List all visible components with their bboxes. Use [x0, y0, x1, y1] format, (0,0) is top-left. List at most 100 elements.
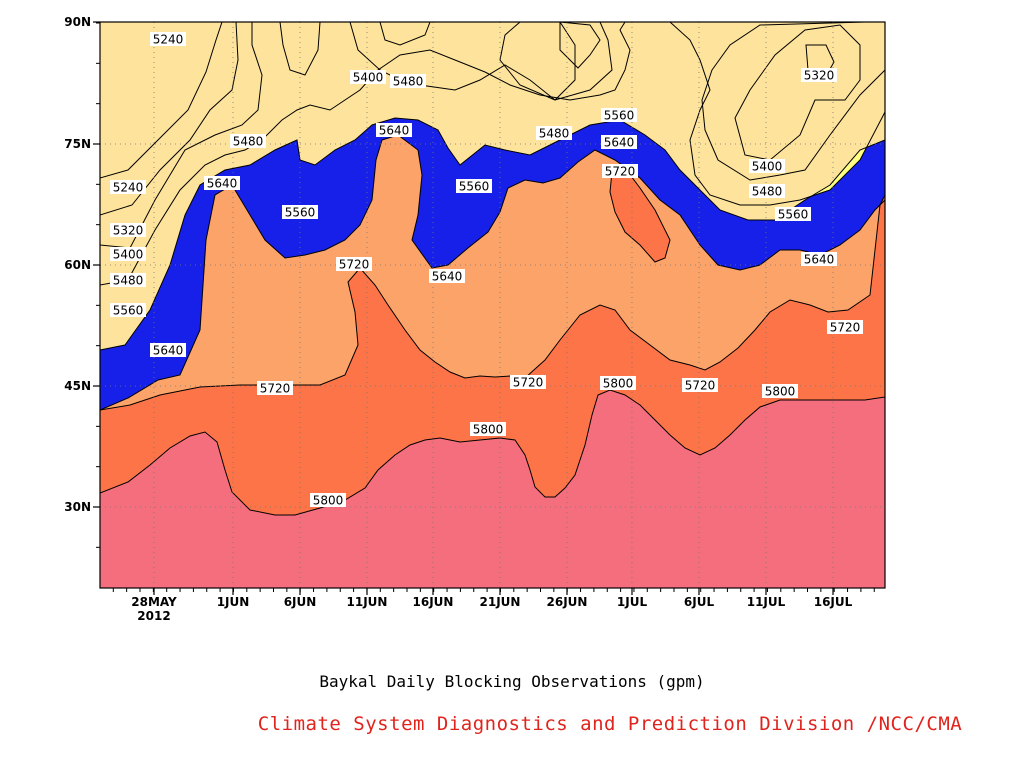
contour-label-box [429, 269, 465, 283]
x-year-label: 2012 [137, 609, 170, 623]
contour-label: 5320 [801, 68, 837, 83]
contour-label-box [150, 32, 186, 46]
contour-label-text: 5720 [830, 321, 861, 335]
contour-label-text: 5800 [603, 377, 634, 391]
contour-label-box [801, 252, 837, 266]
contour-label: 5400 [749, 159, 785, 174]
contour-line [100, 167, 885, 588]
contour-label: 5560 [456, 179, 492, 194]
y-tick-label: 30N [64, 500, 91, 514]
contour-label-box [390, 74, 426, 88]
contour-label-box [601, 135, 637, 149]
contour-label-text: 5480 [113, 274, 144, 288]
contour-fills [100, 22, 885, 588]
chart-title: Baykal Daily Blocking Observations (gpm) [319, 672, 705, 691]
contour-label-box [456, 179, 492, 193]
contour-label: 5720 [602, 164, 638, 179]
contour-label-box [536, 126, 572, 140]
contour-label-box [110, 303, 146, 317]
contour-label-box [801, 68, 837, 82]
contour-label-box [470, 422, 506, 436]
contour-label: 5640 [801, 252, 837, 267]
contour-label-text: 5320 [113, 224, 144, 238]
contour-label-box [110, 223, 146, 237]
x-tick-label: 6JUL [684, 595, 715, 609]
contour-label-text: 5720 [605, 165, 636, 179]
contour-label: 5560 [601, 108, 637, 123]
contour-label: 5480 [536, 126, 572, 141]
contour-label-text: 5640 [604, 136, 635, 150]
credit-line: Climate System Diagnostics and Predictio… [257, 713, 963, 735]
contour-label: 5640 [601, 135, 637, 150]
contour-label-text: 5560 [459, 180, 490, 194]
contour-label-box [775, 207, 811, 221]
contour-label: 5240 [110, 180, 146, 195]
contour-label: 5640 [150, 343, 186, 358]
x-axis: 28MAY 1JUN 6JUN 11JUN 16JUN 21JUN 26JUN 1JUL 6JU… [112, 588, 875, 623]
contour-label-box [350, 70, 386, 84]
contour-label: 5640 [429, 269, 465, 284]
contour-label: 5560 [775, 207, 811, 222]
contour-label-box [310, 493, 346, 507]
contour-label-text: 5640 [207, 177, 238, 191]
contour-label-text: 5480 [539, 127, 570, 141]
contour-label-text: 5240 [153, 33, 184, 47]
x-tick-label: 11JUL [747, 595, 786, 609]
contour-label: 5800 [310, 493, 346, 508]
contour-label-box [204, 176, 240, 190]
contour-label-box [110, 180, 146, 194]
contour-label-text: 5560 [778, 208, 809, 222]
contour-label-text: 5560 [604, 109, 635, 123]
contour-label: 5480 [749, 184, 785, 199]
contour-label: 5720 [257, 381, 293, 396]
contour-label-text: 5640 [379, 124, 410, 138]
contour-line [100, 134, 885, 588]
contour-label: 5720 [336, 257, 372, 272]
contour-label-box [762, 384, 798, 398]
contour-label-text: 5720 [260, 382, 291, 396]
contour-label-box [336, 257, 372, 271]
x-tick-label: 28MAY [131, 595, 177, 609]
contour-label-text: 5560 [113, 304, 144, 318]
contour-label: 5400 [350, 70, 386, 85]
contour-label: 5480 [230, 134, 266, 149]
contour-label: 5240 [150, 32, 186, 47]
x-tick-label: 21JUN [480, 595, 521, 609]
contour-label: 5720 [827, 320, 863, 335]
contour-line [100, 389, 885, 588]
contour-label-box [110, 273, 146, 287]
contour-label: 5400 [110, 247, 146, 262]
x-tick-label: 1JUN [217, 595, 250, 609]
contour-label: 5560 [110, 303, 146, 318]
contour-label-box [682, 378, 718, 392]
contour-label-text: 5640 [432, 270, 463, 284]
contour-label-text: 5400 [113, 248, 144, 262]
contour-label-text: 5800 [765, 385, 796, 399]
contour-label-box [749, 184, 785, 198]
contour-label-box [827, 320, 863, 334]
contour-label-box [376, 123, 412, 137]
contour-label-box [282, 205, 318, 219]
contour-label-box [600, 376, 636, 390]
x-tick-label: 16JUN [413, 595, 454, 609]
contour-label-box [510, 375, 546, 389]
contour-label-box [602, 164, 638, 178]
contour-label-box [110, 247, 146, 261]
contour-label: 5480 [390, 74, 426, 89]
contour-label-text: 5240 [113, 181, 144, 195]
contour-label: 5640 [376, 123, 412, 138]
contour-label: 5800 [762, 384, 798, 399]
contour-label-text: 5720 [339, 258, 370, 272]
contour-label-text: 5480 [393, 75, 424, 89]
contour-label: 5720 [682, 378, 718, 393]
contour-label: 5720 [510, 375, 546, 390]
y-axis: 30N 45N 60N 75N 90N [64, 15, 100, 548]
y-tick-label: 90N [64, 15, 91, 29]
contour-labels: 5240 5240 5320 5400 5480 5560 5640 5720 5800 5480… [110, 32, 863, 508]
contour-label-text: 5480 [233, 135, 264, 149]
x-tick-label: 16JUL [814, 595, 853, 609]
contour-label: 5800 [470, 422, 506, 437]
y-tick-label: 75N [64, 137, 91, 151]
contour-label-text: 5720 [685, 379, 716, 393]
